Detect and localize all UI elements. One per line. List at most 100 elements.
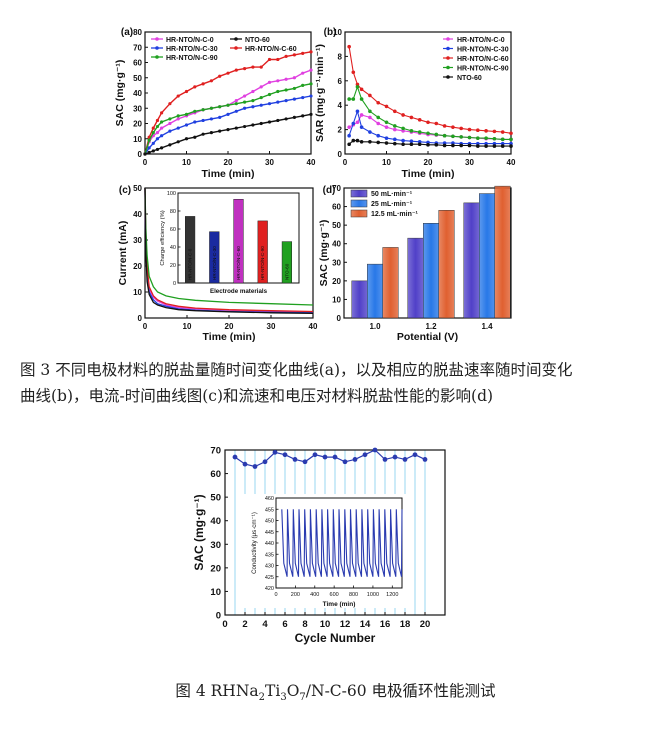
bar-12.5 mL·min⁻¹-1.4	[494, 185, 511, 319]
data-point	[243, 100, 247, 104]
data-point	[434, 132, 439, 137]
cycle-data-point	[332, 454, 338, 460]
data-point	[509, 131, 513, 136]
data-point	[500, 130, 505, 134]
y-tick-label: 70	[332, 184, 341, 193]
data-point	[376, 115, 381, 120]
data-point	[251, 65, 255, 69]
data-point	[155, 124, 160, 129]
data-point	[434, 143, 439, 147]
data-point	[492, 136, 497, 141]
data-point	[292, 76, 296, 80]
legend-swatch	[350, 189, 368, 198]
data-point	[276, 79, 280, 83]
data-point	[368, 130, 372, 134]
inset-bar-label: HR-NTO/N-C-90	[260, 246, 265, 280]
data-point	[184, 137, 189, 141]
data-point	[267, 120, 272, 124]
inset-bar-label: HR-NTO/N-C-30	[212, 246, 217, 280]
inset-y-tick-label: 450	[265, 519, 274, 525]
y-tick-label: 60	[210, 469, 221, 480]
y-tick-label: 4	[338, 101, 343, 110]
data-point	[176, 117, 180, 121]
y-tick-label: 20	[210, 563, 221, 574]
legend-swatch	[350, 199, 368, 208]
data-point	[168, 129, 172, 133]
legend-label: 25 mL·min⁻¹	[371, 201, 413, 208]
data-point	[401, 126, 405, 131]
data-point	[451, 125, 455, 129]
y-tick-label: 60	[332, 203, 341, 212]
data-point	[347, 133, 351, 138]
cycle-data-point	[372, 447, 378, 453]
inset-y-axis-title: Charge efficiency (%)	[160, 210, 166, 265]
y-tick-label: 10	[332, 295, 341, 304]
x-tick-label: 30	[265, 158, 274, 167]
data-point	[355, 85, 360, 89]
x-tick-label: 2	[242, 619, 247, 630]
x-tick-label: 1.4	[481, 322, 493, 331]
data-point	[234, 126, 238, 130]
data-point	[393, 124, 397, 128]
x-tick-label: 4	[262, 619, 268, 630]
x-tick-label: 14	[360, 619, 371, 630]
y-tick-label: 20	[133, 262, 142, 271]
x-tick-label: 30	[267, 322, 276, 331]
data-point	[393, 127, 397, 132]
data-point	[459, 143, 464, 148]
series-line-HR-NTO/N-C-60	[348, 46, 512, 134]
data-point	[347, 142, 351, 147]
x-tick-label: 18	[400, 619, 411, 630]
inset-y-tick-label: 460	[265, 496, 274, 502]
x-tick-label: 10	[382, 158, 391, 167]
inset-x-axis-title: Time (min)	[323, 601, 356, 608]
legend-marker	[234, 37, 238, 41]
inset-y-tick-label: 420	[265, 586, 274, 592]
cycle-data-point	[382, 457, 388, 462]
data-point	[226, 103, 230, 107]
inset-x-tick-label: 1200	[386, 592, 398, 598]
data-point	[201, 132, 205, 136]
panel-a-label: (a)	[121, 27, 133, 38]
data-point	[509, 137, 513, 142]
panel-b-x-axis-title: Time (min)	[402, 168, 455, 180]
legend-marker	[446, 75, 450, 79]
data-point	[155, 131, 160, 135]
data-point	[376, 100, 381, 105]
y-tick-label: 10	[133, 288, 142, 297]
data-point	[193, 85, 197, 89]
inset-bar-label: HR-NTO/N-C-0	[188, 248, 193, 280]
data-point	[143, 152, 147, 156]
bar-12.5 mL·min⁻¹-1.0	[382, 247, 399, 319]
y-tick-label: 0	[216, 611, 221, 622]
data-point	[276, 89, 280, 94]
panel-a: 0 10 20 30 40 0 10 20 30 40 50 60 70 80(a) Time (min) S…	[114, 27, 316, 180]
data-point	[484, 144, 488, 148]
data-point	[160, 111, 164, 115]
data-point	[359, 97, 364, 101]
data-point	[201, 108, 205, 112]
data-point	[259, 103, 263, 107]
x-tick-label: 40	[309, 322, 318, 331]
data-point	[301, 51, 305, 55]
data-point	[184, 89, 189, 94]
bar-50 mL·min⁻¹-1.0	[351, 280, 368, 319]
y-tick-label: 20	[332, 277, 341, 286]
bar-50 mL·min⁻¹-1.2	[407, 237, 424, 319]
data-point	[434, 121, 439, 126]
data-point	[393, 137, 397, 142]
inset-y-tick-label: 40	[170, 245, 176, 251]
inset-y-tick-label: 425	[265, 575, 274, 581]
y-tick-label: 40	[133, 89, 142, 98]
x-tick-label: 10	[182, 158, 191, 167]
data-point	[292, 86, 296, 91]
data-point	[151, 149, 155, 153]
y-tick-label: 0	[337, 314, 342, 323]
data-point	[301, 114, 305, 118]
caption-4-sub-1: 2	[258, 692, 266, 704]
cycle-data-point	[352, 457, 358, 462]
cycle-y-axis-title: SAC (mg·g⁻¹)	[192, 494, 206, 570]
inset-y-tick-label: 0	[173, 281, 176, 287]
